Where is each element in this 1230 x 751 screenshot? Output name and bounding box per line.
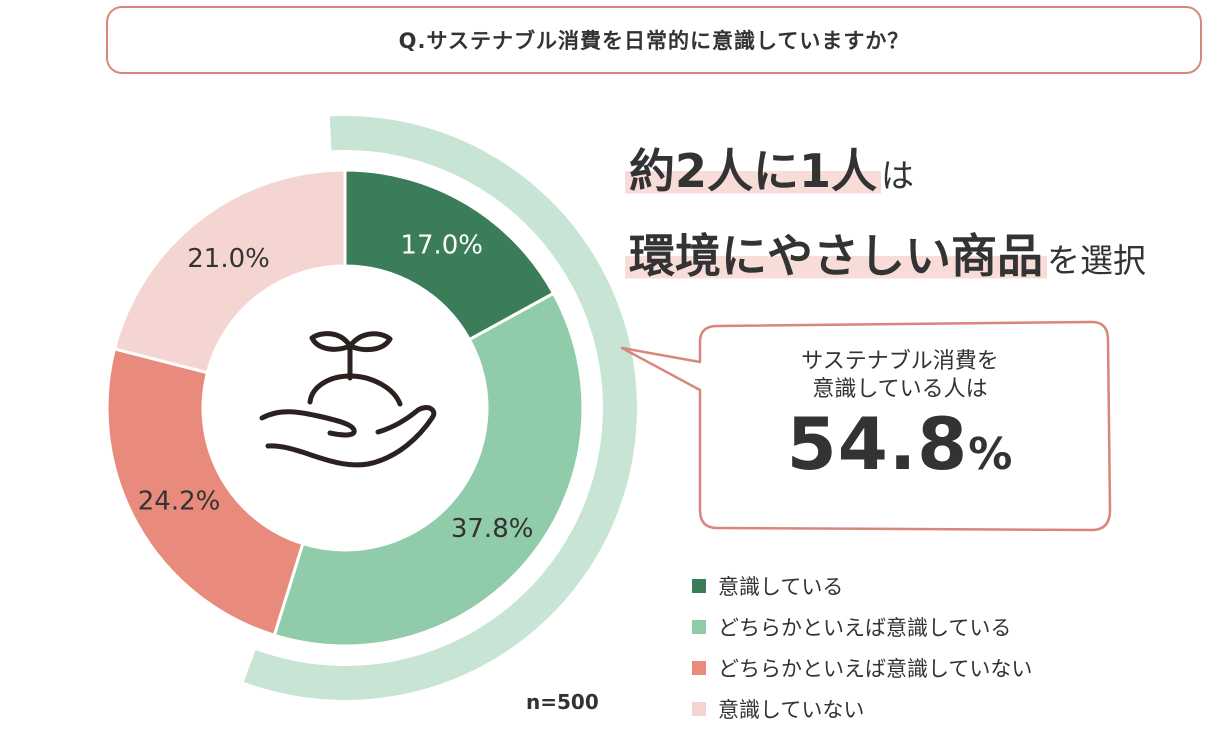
legend-item: どちらかといえば意識している: [692, 606, 1032, 647]
donut-slice: [112, 168, 347, 375]
legend: 意識している どちらかといえば意識している どちらかといえば意識していない 意識…: [692, 565, 1032, 729]
legend-swatch: [692, 701, 706, 716]
donut-slice: [272, 291, 585, 648]
legend-item: 意識している: [692, 565, 1032, 606]
legend-item: 意識していない: [692, 688, 1032, 729]
legend-item: どちらかといえば意識していない: [692, 647, 1032, 688]
headline-1-suffix: は: [881, 156, 915, 195]
legend-label: どちらかといえば意識している: [718, 615, 1012, 640]
headline-2-suffix: を選択: [1047, 241, 1146, 280]
bubble-line-1: サステナブル消費を: [801, 349, 999, 374]
bubble-number: 54.8: [786, 402, 969, 486]
bubble-unit: %: [968, 429, 1014, 480]
question-box: Q.サステナブル消費を日常的に意識していますか？: [106, 6, 1202, 74]
legend-swatch: [692, 660, 706, 675]
bubble-value: 54.8%: [700, 404, 1100, 495]
donut-slice: [105, 346, 305, 638]
slice-label: 21.0%: [187, 244, 270, 274]
bubble-line-2: 意識している人は: [812, 377, 988, 402]
legend-label: 意識している: [718, 574, 844, 599]
sample-size: n=500: [526, 690, 599, 714]
question-text: Q.サステナブル消費を日常的に意識していますか？: [398, 29, 910, 53]
headline-1-main: 約2人に1人: [625, 144, 882, 198]
slice-label: 24.2%: [138, 487, 221, 517]
slice-label: 17.0%: [400, 230, 483, 260]
bubble-content: サステナブル消費を 意識している人は 54.8%: [700, 348, 1100, 495]
headline-line-1: 約2人に1人は: [625, 135, 914, 201]
sprout-in-hand-icon: [259, 331, 437, 468]
legend-label: 意識していない: [718, 697, 865, 722]
legend-swatch: [692, 619, 706, 634]
legend-swatch: [692, 578, 706, 593]
slice-label: 37.8%: [451, 514, 534, 544]
headline-2-main: 環境にやさしい商品: [625, 229, 1047, 283]
legend-label: どちらかといえば意識していない: [718, 656, 1033, 681]
headline-line-2: 環境にやさしい商品 を選択: [625, 220, 1146, 286]
